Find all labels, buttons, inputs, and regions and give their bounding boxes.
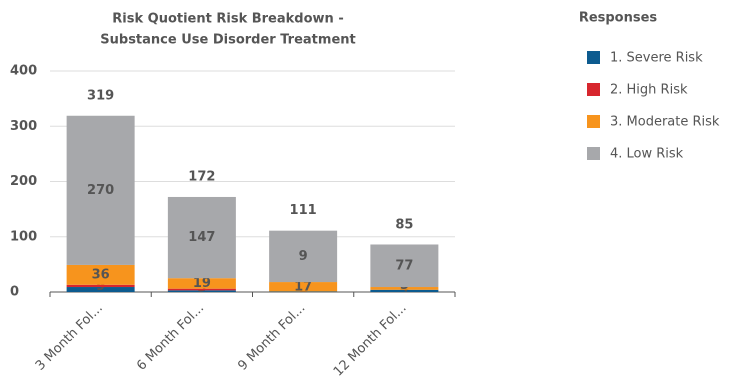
- legend-swatch: [587, 51, 600, 64]
- total-label: 319: [87, 88, 114, 103]
- y-tick-label: 100: [10, 229, 37, 244]
- x-tick-label: 6 Month Fol...: [134, 301, 207, 374]
- value-label: 19: [193, 276, 211, 291]
- legend-label: 4. Low Risk: [610, 147, 684, 162]
- bar-segment: [269, 291, 338, 292]
- y-tick-label: 0: [10, 285, 19, 300]
- value-label: 9: [299, 249, 308, 264]
- total-label: 85: [395, 218, 413, 233]
- bar-segment: [66, 115, 135, 265]
- bar-segment: [269, 282, 338, 292]
- x-tick-label: 12 Month Fol...: [331, 301, 410, 380]
- bar-segment: [66, 284, 135, 288]
- legend-swatch: [587, 147, 600, 160]
- value-label: 147: [188, 230, 215, 245]
- bar-segment: [167, 278, 236, 289]
- bar-segment: [167, 288, 236, 291]
- value-label: 270: [87, 183, 114, 198]
- value-label: 17: [294, 279, 312, 294]
- bar-segment: [370, 289, 439, 292]
- legend-swatch: [587, 115, 600, 128]
- total-label: 172: [188, 169, 215, 184]
- total-label: 111: [290, 203, 317, 218]
- bar-segment: [167, 290, 236, 292]
- x-tick-label: 9 Month Fol...: [235, 301, 308, 374]
- value-label: 36: [92, 267, 110, 282]
- bar-segment: [269, 230, 338, 283]
- bar-segment: [370, 287, 439, 290]
- y-tick-label: 300: [10, 119, 37, 134]
- legend-label: 1. Severe Risk: [610, 51, 703, 66]
- bar-segment: [66, 287, 135, 292]
- chart-title: Risk Quotient Risk Breakdown -: [112, 12, 343, 27]
- y-tick-label: 400: [10, 64, 37, 79]
- bar-segment: [66, 264, 135, 285]
- bar-segment: [167, 196, 236, 279]
- legend-swatch: [587, 83, 600, 96]
- x-tick-label: 3 Month Fol...: [33, 301, 106, 374]
- legend-label: 3. Moderate Risk: [610, 115, 720, 130]
- legend-title: Responses: [579, 11, 658, 26]
- bar-segment: [370, 244, 439, 288]
- value-label: 77: [395, 258, 413, 273]
- legend-label: 2. High Risk: [610, 83, 688, 98]
- y-tick-label: 200: [10, 174, 37, 189]
- chart-title: Substance Use Disorder Treatment: [100, 33, 355, 48]
